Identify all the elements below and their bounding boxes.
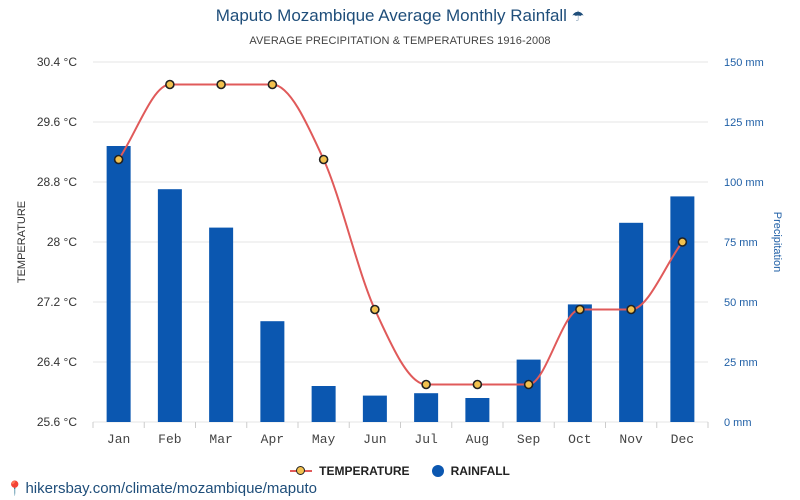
rainfall-bar [414,393,439,422]
month-label: Dec [671,432,694,447]
left-axis-tick: 25.6 °C [37,415,77,429]
left-axis-tick: 28.8 °C [37,175,77,189]
right-axis-tick: 75 mm [724,237,758,249]
rainfall-bar [209,227,234,422]
left-axis-tick: 26.4 °C [37,355,77,369]
month-label: May [312,432,336,447]
right-axis-tick: 100 mm [724,177,764,189]
temperature-legend-icon [290,466,313,476]
month-label: Aug [466,432,489,447]
right-axis-tick: 25 mm [724,357,758,369]
location-pin-icon: 📍 [6,480,24,496]
left-axis-tick: 28 °C [47,235,77,249]
legend-temperature-label: TEMPERATURE [319,464,410,478]
legend-item-temperature[interactable]: TEMPERATURE [290,464,410,478]
grid-lines [92,61,709,428]
temperature-point [677,237,688,247]
right-axis-ticks: 150 mm 125 mm 100 mm 75 mm 50 mm 25 mm 0 mm [724,57,764,429]
month-label: Nov [619,432,643,447]
legend-item-rainfall[interactable]: RAINFALL [431,464,510,478]
left-axis-tick: 27.2 °C [37,295,77,309]
right-axis-tick: 0 mm [724,417,752,429]
source-link[interactable]: 📍 hikersbay.com/climate/mozambique/maput… [6,480,317,497]
left-axis-label: TEMPERATURE [16,201,28,283]
rainfall-bars [106,146,695,422]
temperature-point [421,379,431,390]
temperature-point [267,79,278,90]
rainfall-legend-icon [431,465,444,477]
rainfall-bar [465,398,490,422]
rainfall-bar [516,359,541,422]
month-label: Feb [158,432,181,447]
rainfall-temperature-chart: 30.4 °C 29.6 °C 28.8 °C 28 °C 27.2 °C 26.4 °C… [16,55,783,447]
rainfall-bar [157,189,182,422]
month-label: Apr [261,432,284,447]
source-url[interactable]: hikersbay.com/climate/mozambique/maputo [25,480,317,497]
month-label: Jan [107,432,130,447]
temperature-point [113,154,124,165]
temperature-markers [113,79,688,390]
temperature-point [523,379,534,390]
chart-title-text: Maputo Mozambique Average Monthly Rainfa… [215,6,567,25]
chart-subtitle: AVERAGE PRECIPITATION & TEMPERATURES 191… [249,35,551,47]
rainfall-bar [106,146,131,422]
rainfall-bar [670,196,695,422]
x-axis-ticks: Jan Feb Mar Apr May Jun Jul Aug Sep Oct Nov Dec [107,432,694,447]
month-label: Sep [517,432,540,447]
left-axis-ticks: 30.4 °C 29.6 °C 28.8 °C 28 °C 27.2 °C 26.4 °C… [37,55,77,429]
rainfall-bar [362,395,387,422]
temperature-curve [117,83,684,386]
left-axis-tick: 30.4 °C [37,55,77,69]
right-axis-tick: 150 mm [724,57,764,69]
temperature-point [216,79,226,90]
temperature-point [318,154,329,165]
temperature-point [626,304,636,315]
chart-legend: TEMPERATURE RAINFALL [0,464,800,478]
month-label: Mar [209,432,232,447]
legend-rainfall-label: RAINFALL [450,464,510,478]
temperature-point [370,304,380,315]
temperature-point [472,379,483,390]
temperature-point [575,304,585,315]
temperature-point [165,79,175,90]
rainfall-bar [619,222,644,422]
month-label: Jun [363,432,386,447]
temperature-line [117,83,684,386]
month-label: Jul [414,432,438,447]
right-axis-tick: 50 mm [724,297,758,309]
month-label: Oct [568,432,591,447]
umbrella-icon: ☂ [571,8,585,24]
left-axis-tick: 29.6 °C [37,115,77,129]
right-axis-tick: 125 mm [724,117,764,129]
right-axis-label: Precipitation [771,212,783,273]
rainfall-bar [567,304,592,422]
rainfall-bar [311,386,336,422]
rainfall-bar [260,321,285,422]
chart-title: Maputo Mozambique Average Monthly Rainfa… [0,6,800,26]
